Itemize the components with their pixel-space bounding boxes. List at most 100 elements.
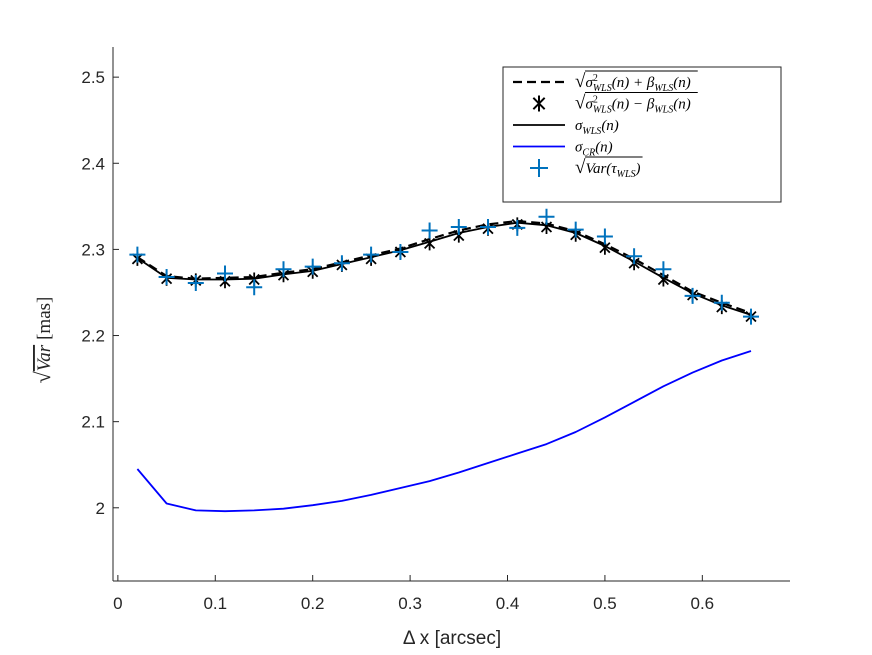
data-point	[538, 208, 555, 225]
plus-marker	[626, 248, 643, 265]
legend-label: √σ2 WLS(n) − βWLS(n)	[575, 93, 691, 116]
legend-label-rest2: (n)	[673, 97, 691, 113]
plus-marker	[450, 219, 467, 235]
legend-entry: σCR(n)	[513, 140, 613, 159]
axes-layer: 0 0.1 0.2 0.3 0.4 0.5 0.6 2 2.1 2.2 2.3 2.4 2.5	[81, 47, 790, 613]
series-line	[136, 221, 752, 316]
data-point	[684, 287, 701, 304]
plus-marker	[509, 219, 526, 236]
legend-root: √	[575, 93, 586, 114]
legend-entry: √Var(τWLS)	[530, 156, 643, 180]
plus-marker	[217, 265, 233, 282]
legend-label-sub: WLS	[593, 105, 612, 116]
series-layer	[129, 208, 759, 513]
data-point	[655, 261, 672, 278]
series-line	[136, 219, 752, 315]
plus-marker	[392, 244, 409, 260]
legend-label-sup: 2	[593, 95, 598, 106]
plus-marker	[246, 279, 263, 296]
legend-plus-sample	[530, 159, 548, 177]
data-point	[187, 275, 204, 291]
y-tick-label: 2.2	[81, 327, 105, 346]
series-3	[136, 350, 752, 513]
y-axis-label-root: √	[30, 370, 55, 383]
data-point	[333, 255, 350, 272]
plus-marker	[684, 287, 701, 304]
data-point	[743, 308, 759, 325]
legend-entry: σWLS(n)	[513, 118, 619, 137]
y-axis-label-var: Var	[34, 344, 55, 371]
series-4	[129, 208, 759, 325]
plus-marker	[158, 269, 175, 285]
legend-label-main: σ	[585, 75, 593, 91]
y-tick-label: 2	[96, 499, 105, 518]
plus-marker	[129, 246, 146, 263]
plus-marker	[713, 294, 730, 311]
y-tick-label: 2.4	[81, 154, 105, 173]
data-point	[158, 269, 175, 285]
data-point	[509, 219, 526, 236]
legend-label-sub: WLS	[593, 83, 612, 94]
plus-marker	[421, 222, 438, 239]
data-point	[567, 221, 584, 238]
data-point	[450, 219, 467, 235]
legend-asterisk-sample	[532, 95, 546, 112]
legend-label: √Var(τWLS)	[575, 157, 641, 180]
series-line	[136, 350, 752, 513]
plus-marker	[304, 258, 321, 275]
data-point	[424, 236, 436, 251]
data-point	[363, 246, 380, 263]
data-point	[421, 222, 438, 239]
data-point	[304, 258, 321, 275]
legend-box	[502, 66, 782, 203]
legend-root: √	[575, 157, 586, 178]
series-0	[136, 219, 752, 315]
legend-label-main: σ	[575, 140, 583, 156]
x-tick-label: 0.2	[301, 594, 325, 613]
plus-marker	[655, 261, 672, 278]
data-point	[392, 244, 409, 260]
legend-label: σCR(n)	[575, 140, 613, 159]
plus-marker	[743, 308, 759, 325]
legend: √σ2 WLS(n) + βWLS(n)√σ2 WLS(n) − βWLS(n)σW…	[502, 66, 782, 203]
data-point	[713, 294, 730, 311]
legend-label-sub2: WLS	[654, 83, 673, 94]
data-point	[217, 265, 233, 282]
plus-marker	[363, 246, 380, 263]
x-tick-label: 0.3	[398, 594, 422, 613]
legend-label-sub2: WLS	[654, 105, 673, 116]
data-point	[246, 279, 263, 296]
legend-label-main: σ	[585, 97, 593, 113]
y-tick-label: 2.1	[81, 413, 105, 432]
legend-label-sub: WLS	[582, 126, 601, 137]
plus-marker	[333, 255, 350, 272]
legend-label-rest2: (n)	[673, 75, 691, 91]
plus-marker	[567, 221, 584, 238]
legend-label-sup: 2	[593, 73, 598, 84]
x-tick-label: 0	[113, 594, 122, 613]
legend-label-rest: (n)	[595, 140, 613, 156]
data-point	[275, 261, 292, 278]
asterisk-marker	[424, 236, 436, 251]
plus-marker	[187, 275, 204, 291]
plus-marker	[480, 219, 496, 235]
x-axis-label: Δ x [arcsec]	[403, 628, 501, 649]
legend-label-sub: WLS	[617, 169, 636, 180]
x-tick-label: 0.6	[691, 594, 715, 613]
plus-marker	[596, 228, 613, 245]
legend-label-main: Var(τ	[585, 161, 617, 177]
legend-label-rest: )	[635, 161, 641, 177]
y-tick-label: 2.3	[81, 240, 105, 259]
legend-label: σWLS(n)	[575, 118, 619, 137]
y-tick-label: 2.5	[81, 68, 105, 87]
legend-label-rest: (n)	[601, 118, 619, 134]
plus-marker	[275, 261, 292, 278]
x-tick-label: 0.1	[203, 594, 227, 613]
x-tick-label: 0.5	[593, 594, 617, 613]
y-axis-label: √Var [mas]	[30, 297, 55, 384]
legend-root: √	[575, 71, 586, 92]
data-point	[626, 248, 643, 265]
x-tick-label: 0.4	[496, 594, 520, 613]
